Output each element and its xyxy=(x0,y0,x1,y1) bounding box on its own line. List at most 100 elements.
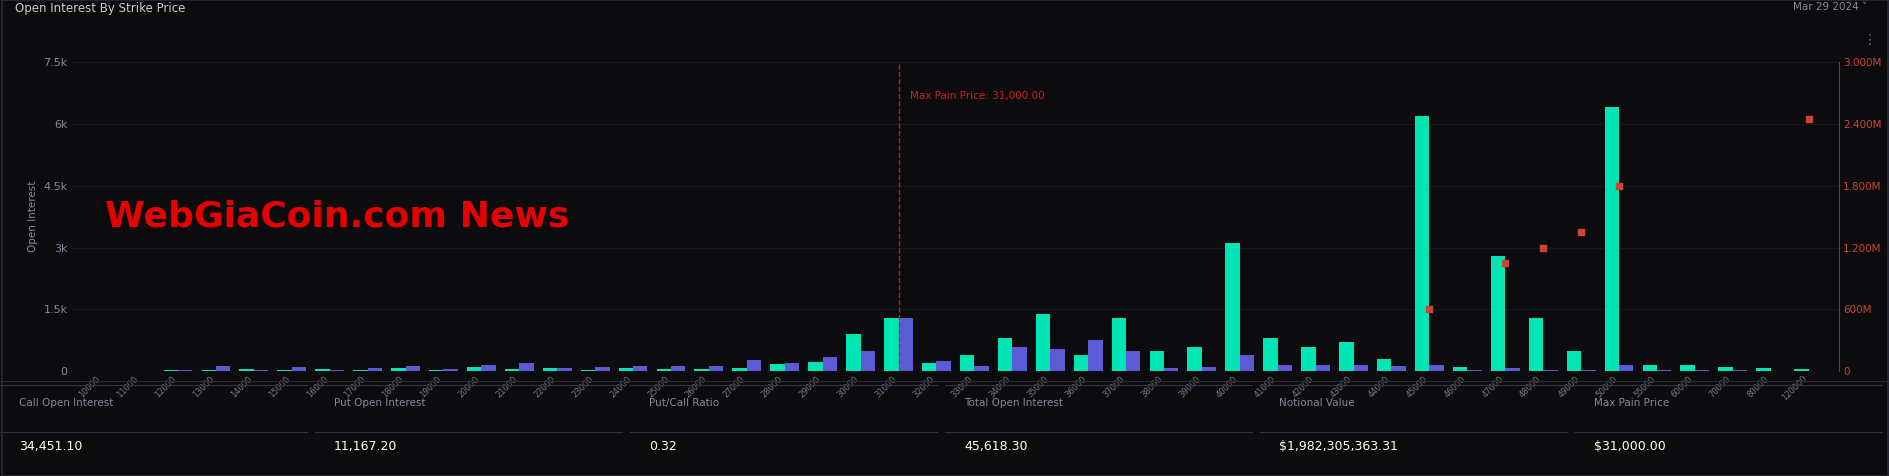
Bar xyxy=(859,351,875,371)
Bar xyxy=(1732,370,1745,371)
Bar xyxy=(1262,338,1277,371)
Bar xyxy=(202,370,215,371)
Point xyxy=(1566,228,1596,236)
Bar xyxy=(618,368,633,371)
Bar xyxy=(1186,347,1201,371)
Point xyxy=(1793,115,1823,122)
Bar xyxy=(1315,365,1330,371)
Bar xyxy=(1679,365,1694,371)
Bar xyxy=(580,370,595,371)
Text: Total Open Interest: Total Open Interest xyxy=(963,398,1062,408)
Bar xyxy=(253,370,268,371)
Text: Call Open Interest: Call Open Interest xyxy=(19,398,113,408)
Bar xyxy=(897,317,912,371)
Point xyxy=(1489,259,1519,267)
Bar xyxy=(808,362,822,371)
Text: Put/Call Ratio: Put/Call Ratio xyxy=(648,398,718,408)
Y-axis label: Open Interest: Open Interest xyxy=(28,181,38,252)
Text: 34,451.10: 34,451.10 xyxy=(19,440,83,453)
Text: Open Interest By Strike Price: Open Interest By Strike Price xyxy=(15,2,185,15)
Bar xyxy=(1694,370,1708,371)
Text: Put Open Interest: Put Open Interest xyxy=(334,398,425,408)
Bar xyxy=(1201,367,1217,371)
Point xyxy=(1526,244,1557,251)
Bar xyxy=(444,369,457,371)
Bar xyxy=(784,363,799,371)
Bar xyxy=(1111,317,1126,371)
Bar xyxy=(746,360,761,371)
Bar xyxy=(922,363,935,371)
Bar xyxy=(178,370,193,371)
Bar xyxy=(1657,370,1670,371)
Bar xyxy=(1528,317,1541,371)
Text: 0.32: 0.32 xyxy=(648,440,676,453)
Bar xyxy=(1277,365,1292,371)
Bar xyxy=(542,368,557,371)
Bar xyxy=(997,338,1013,371)
Point xyxy=(1604,182,1634,189)
Text: Max Pain Price: Max Pain Price xyxy=(1592,398,1668,408)
Bar xyxy=(671,367,686,371)
Bar xyxy=(1377,359,1390,371)
Bar xyxy=(633,366,648,371)
Bar xyxy=(1619,365,1632,371)
Bar xyxy=(164,370,178,371)
Bar xyxy=(1390,367,1405,371)
Bar xyxy=(822,357,837,371)
Bar xyxy=(1793,369,1808,371)
Bar xyxy=(291,367,306,371)
Bar xyxy=(1013,347,1026,371)
Bar xyxy=(733,368,746,371)
Text: Mar 29 2024 ˅: Mar 29 2024 ˅ xyxy=(1793,2,1866,12)
Point xyxy=(1413,306,1443,313)
Bar xyxy=(215,366,230,371)
Bar xyxy=(504,369,519,371)
Bar xyxy=(391,368,406,371)
Bar xyxy=(1541,370,1557,371)
Bar xyxy=(1073,355,1088,371)
Bar xyxy=(429,370,444,371)
Bar xyxy=(1453,367,1466,371)
Bar xyxy=(771,364,784,371)
Bar xyxy=(406,367,419,371)
Bar xyxy=(1353,365,1368,371)
Bar xyxy=(1566,351,1581,371)
Bar xyxy=(595,367,610,371)
Bar xyxy=(482,365,495,371)
Bar xyxy=(315,369,329,371)
Bar xyxy=(1239,355,1254,371)
Text: $31,000.00: $31,000.00 xyxy=(1592,440,1664,453)
Bar xyxy=(1224,243,1239,371)
Bar xyxy=(1581,370,1594,371)
Text: WebGiaCoin.com News: WebGiaCoin.com News xyxy=(104,199,569,234)
Text: 45,618.30: 45,618.30 xyxy=(963,440,1028,453)
Bar xyxy=(1050,348,1064,371)
Bar xyxy=(1604,107,1619,371)
Bar xyxy=(1164,368,1177,371)
Bar xyxy=(1415,116,1428,371)
Bar xyxy=(467,367,482,371)
Bar xyxy=(1428,365,1443,371)
Bar xyxy=(935,361,950,371)
Bar xyxy=(557,368,570,371)
Text: ⋮: ⋮ xyxy=(1863,33,1876,47)
Bar xyxy=(1300,347,1315,371)
Bar xyxy=(353,370,368,371)
Bar xyxy=(1126,351,1139,371)
Bar xyxy=(1035,314,1050,371)
Bar xyxy=(846,334,859,371)
Bar xyxy=(1466,370,1481,371)
Bar xyxy=(1339,342,1353,371)
Bar xyxy=(655,369,671,371)
Text: $1,982,305,363.31: $1,982,305,363.31 xyxy=(1279,440,1398,453)
Bar xyxy=(1755,368,1770,371)
Bar xyxy=(884,317,897,371)
Bar xyxy=(708,366,723,371)
Text: 11,167.20: 11,167.20 xyxy=(334,440,397,453)
Bar xyxy=(693,369,708,371)
Text: Max Pain Price: 31,000.00: Max Pain Price: 31,000.00 xyxy=(909,91,1045,101)
Bar xyxy=(329,370,344,371)
Bar xyxy=(1088,340,1101,371)
Bar xyxy=(278,370,291,371)
Bar xyxy=(975,366,988,371)
